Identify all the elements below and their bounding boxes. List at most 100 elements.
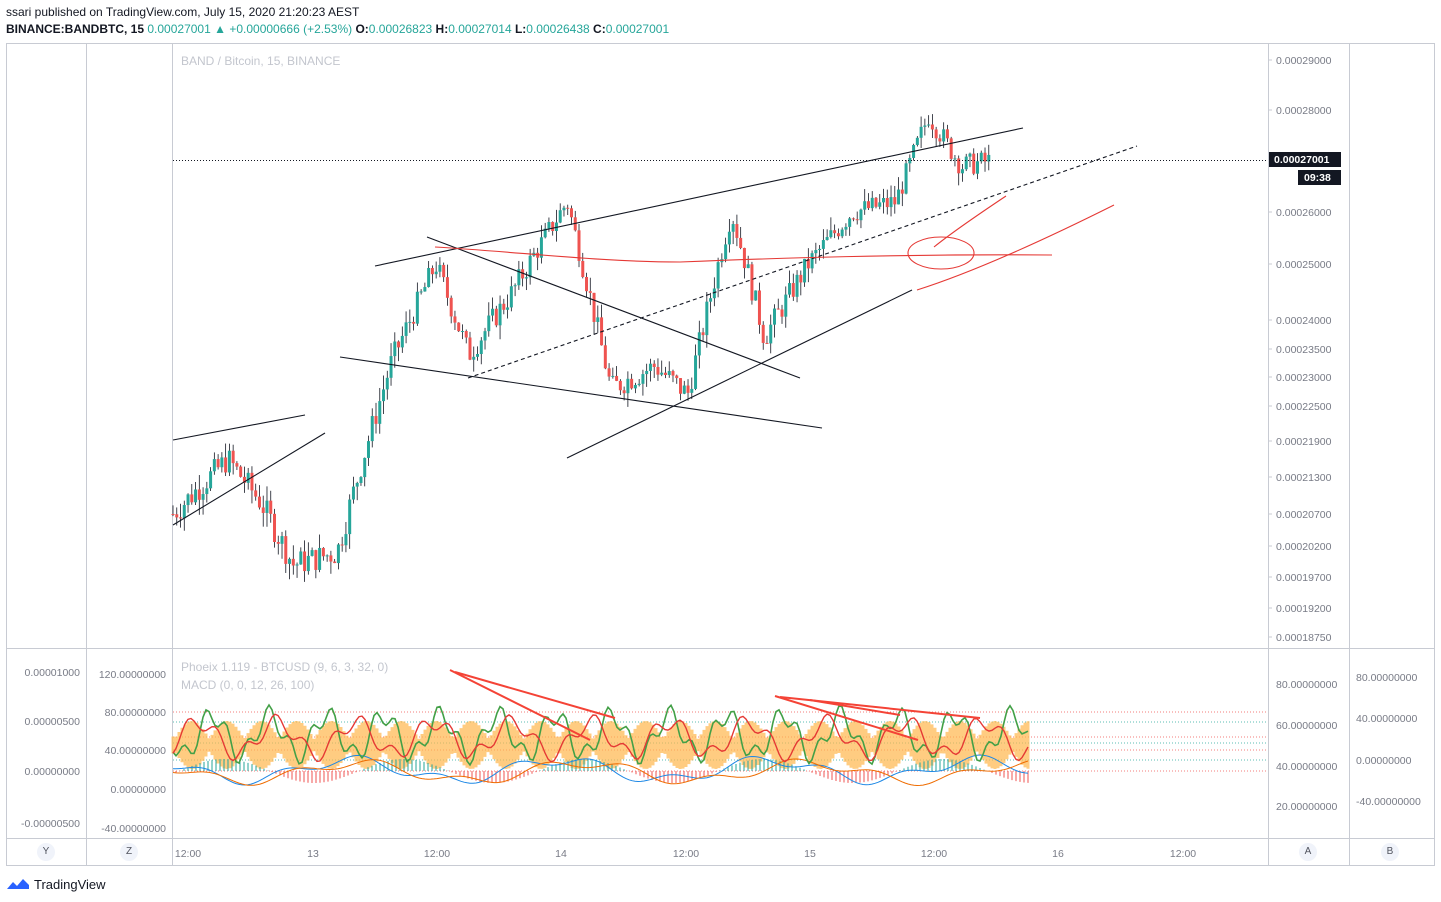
candle-body (261, 507, 265, 513)
candle-body (329, 555, 333, 562)
candle-body (716, 262, 720, 289)
candle-body (739, 237, 743, 248)
price-tick-label: 0.00020200 (1276, 541, 1332, 553)
footer-brand[interactable]: TradingView (6, 874, 106, 894)
candle-body (566, 207, 570, 209)
time-tick-label: 15 (804, 848, 816, 860)
candle-body (554, 222, 558, 232)
candle-body (378, 401, 382, 424)
candle-body (569, 208, 573, 218)
candle-body (874, 197, 878, 207)
time-tick-label: 12:00 (424, 848, 450, 860)
far-right-axis-label: -40.00000000 (1356, 796, 1421, 808)
candle-body (934, 129, 938, 139)
price-axis[interactable]: 0.00029000 0.00028000 0.00026000 0.00025000… (1268, 55, 1332, 644)
candle-body (633, 384, 637, 389)
candle-body (833, 230, 837, 234)
candle-body (348, 499, 352, 535)
candle-body (502, 303, 506, 310)
candle-body (235, 463, 239, 467)
trendline (566, 289, 913, 459)
scale-button-y[interactable]: Y (37, 843, 55, 861)
red-curve (434, 246, 1053, 263)
candle-body (686, 385, 690, 393)
candle-body (468, 337, 472, 360)
trendline (339, 356, 823, 429)
candle-body (900, 189, 904, 194)
candle-body (419, 291, 423, 293)
up-triangle-icon: ▲ (214, 22, 226, 36)
candle-body (972, 153, 976, 174)
candle-body (630, 378, 634, 389)
scale-button-a[interactable]: A (1299, 843, 1317, 861)
candle-body (438, 264, 442, 272)
macd-line (172, 754, 1029, 786)
indicator-title: Phoeix 1.119 - BTCUSD (9, 6, 3, 32, 0) (181, 660, 388, 674)
candle-body (314, 550, 318, 570)
candle-body (336, 544, 340, 564)
candle-body (201, 494, 205, 500)
candle-body (983, 152, 987, 162)
candle-body (355, 482, 359, 487)
candle-body (818, 248, 822, 251)
candle-body (825, 237, 829, 241)
indicator-series (171, 669, 1268, 787)
red-circle (907, 236, 975, 270)
trendline (172, 414, 306, 441)
close-value: 0.00027001 (605, 22, 670, 36)
candle-body (637, 383, 641, 385)
candle-body (408, 321, 412, 323)
candle-body (660, 372, 664, 375)
trendline (467, 145, 1138, 379)
trend-drawings (172, 127, 1138, 526)
candle-body (652, 363, 656, 367)
scale-button-z[interactable]: Z (120, 843, 138, 861)
candle-body (656, 366, 660, 375)
candle-body (506, 307, 510, 310)
candle-body (942, 129, 946, 142)
candle-body (893, 197, 897, 205)
time-axis[interactable]: 12:00 13 12:00 14 12:00 15 12:00 16 12:00 (175, 848, 1196, 860)
candle-body (866, 201, 870, 209)
divergence-line (449, 669, 591, 741)
candle-body (964, 156, 968, 170)
right-axis-label: 80.00000000 (1276, 679, 1337, 691)
symbol-name[interactable]: BINANCE:BANDBTC, 15 (6, 22, 145, 36)
price-tick-label: 0.00018750 (1276, 632, 1332, 644)
time-tick-label: 12:00 (673, 848, 699, 860)
candle-body (626, 378, 630, 394)
trendline (374, 127, 1024, 267)
candle-body (543, 228, 547, 238)
candle-body (366, 441, 370, 458)
candle-body (205, 488, 209, 495)
price-tick-label: 0.00022500 (1276, 401, 1332, 413)
candle-body (280, 536, 284, 544)
candle-body (524, 277, 528, 279)
open-label: O: (355, 22, 369, 36)
candle-body (423, 287, 427, 292)
candle-body (581, 260, 585, 277)
indicator-axes[interactable]: 0.00001000 0.00000500 0.00000000 -0.0000050… (21, 667, 1421, 835)
fast-line (172, 703, 1029, 767)
candle-body (585, 276, 589, 292)
divergence-line (454, 671, 616, 719)
candle-body (757, 290, 761, 325)
candle-body (171, 514, 175, 515)
candle-body (709, 298, 713, 302)
candle-body (855, 219, 859, 221)
candle-body (325, 555, 329, 557)
high-label: H: (435, 22, 449, 36)
candle-body (562, 207, 566, 211)
price-tick-label: 0.00021900 (1276, 436, 1332, 448)
scale-button-b[interactable]: B (1381, 843, 1399, 861)
inner-left-axis-label: 40.00000000 (105, 745, 166, 757)
candle-body (363, 457, 367, 478)
indicator-subtitle: MACD (0, 0, 12, 26, 100) (181, 678, 314, 692)
candle-body (382, 389, 386, 402)
candle-body (254, 490, 258, 497)
candle-body (607, 368, 611, 377)
candle-body (919, 126, 923, 138)
candle-body (927, 124, 931, 126)
candle-body (829, 230, 833, 238)
